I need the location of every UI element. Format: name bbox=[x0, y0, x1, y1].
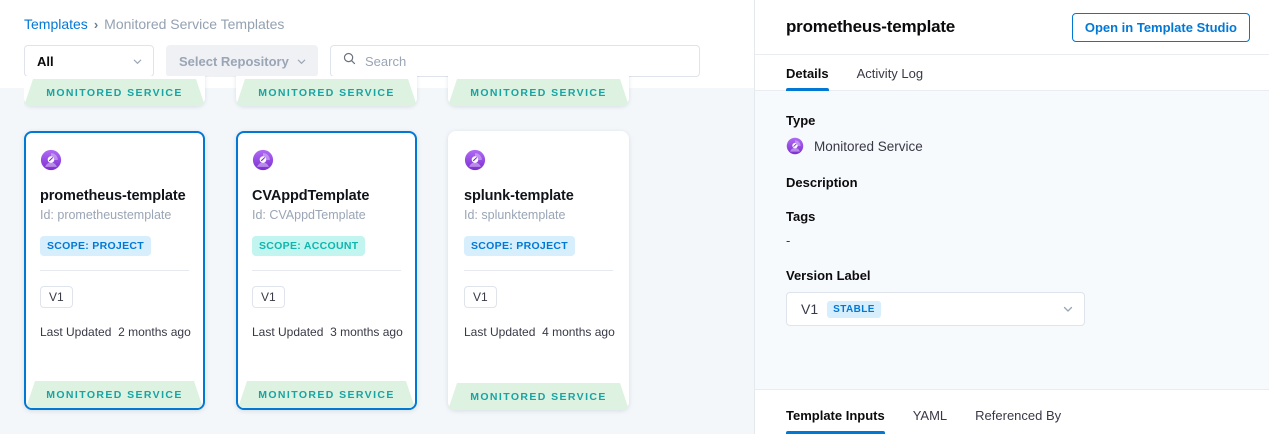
card-version-chip[interactable]: V1 bbox=[40, 286, 73, 308]
card-id: Id: splunktemplate bbox=[464, 208, 566, 222]
card-scope-badge: SCOPE: PROJECT bbox=[464, 236, 575, 256]
spacer bbox=[786, 155, 1238, 175]
breadcrumb-separator-icon: › bbox=[93, 16, 99, 32]
templates-list-pane: Templates › Monitored Service Templates … bbox=[0, 0, 755, 434]
template-card-partial[interactable]: MONITORED SERVICE bbox=[24, 76, 205, 106]
field-label-type: Type bbox=[786, 113, 816, 128]
monitored-service-icon bbox=[252, 149, 274, 171]
breadcrumb: Templates › Monitored Service Templates bbox=[24, 16, 730, 32]
repository-filter-select[interactable]: Select Repository bbox=[166, 45, 318, 77]
chevron-down-icon bbox=[1062, 303, 1074, 315]
repository-filter-value: Select Repository bbox=[179, 53, 289, 69]
template-card-partial[interactable]: MONITORED SERVICE bbox=[236, 76, 417, 106]
card-type-badge: MONITORED SERVICE bbox=[448, 383, 629, 410]
card-title: CVAppdTemplate bbox=[252, 188, 370, 204]
details-header: prometheus-template Open in Template Stu… bbox=[755, 0, 1269, 55]
type-value-text: Monitored Service bbox=[814, 138, 923, 154]
card-last-updated-value: 3 months ago bbox=[330, 325, 403, 339]
list-header: Templates › Monitored Service Templates … bbox=[0, 0, 754, 88]
template-card-prometheus-template[interactable]: prometheus-template Id: prometheustempla… bbox=[24, 131, 205, 410]
details-body: Type Monitored Service Description Tags … bbox=[755, 91, 1269, 389]
field-value-tags: - bbox=[786, 233, 791, 248]
details-tabs: Details Activity Log bbox=[755, 55, 1269, 91]
card-title: splunk-template bbox=[464, 188, 574, 204]
card-id: Id: CVAppdTemplate bbox=[252, 208, 366, 222]
search-field[interactable]: Search bbox=[330, 45, 700, 77]
chevron-down-icon bbox=[296, 56, 307, 67]
monitored-service-icon bbox=[464, 149, 486, 171]
card-last-updated: Last Updated 2 months ago bbox=[40, 325, 191, 339]
field-value-type: Monitored Service bbox=[786, 137, 1238, 155]
card-scope-badge: SCOPE: ACCOUNT bbox=[252, 236, 366, 256]
field-label-version: Version Label bbox=[786, 268, 871, 283]
version-value: V1 bbox=[801, 301, 819, 317]
tab-details[interactable]: Details bbox=[786, 66, 829, 91]
tab-activity-log[interactable]: Activity Log bbox=[856, 66, 924, 81]
template-card-splunk-template[interactable]: splunk-template Id: splunktemplate SCOPE… bbox=[448, 131, 629, 410]
card-last-updated: Last Updated 3 months ago bbox=[252, 325, 403, 339]
card-last-updated-value: 4 months ago bbox=[542, 325, 615, 339]
card-divider bbox=[464, 270, 613, 271]
version-label-select[interactable]: V1 STABLE bbox=[786, 292, 1085, 326]
card-last-updated: Last Updated 4 months ago bbox=[464, 325, 615, 339]
card-last-updated-label: Last Updated bbox=[252, 325, 324, 339]
card-footer: MONITORED SERVICE bbox=[26, 381, 203, 408]
templates-grid: MONITORED SERVICE MONITORED SERVICE MONI… bbox=[0, 76, 754, 434]
template-card-cvappdtemplate[interactable]: CVAppdTemplate Id: CVAppdTemplate SCOPE:… bbox=[236, 131, 417, 410]
template-card-partial[interactable]: MONITORED SERVICE bbox=[448, 76, 629, 106]
chevron-down-icon bbox=[132, 56, 143, 67]
breadcrumb-link-templates[interactable]: Templates bbox=[24, 16, 88, 32]
status-badge: STABLE bbox=[827, 300, 881, 318]
card-footer: MONITORED SERVICE bbox=[238, 381, 415, 408]
field-label-tags: Tags bbox=[786, 209, 816, 224]
monitored-service-icon bbox=[786, 137, 804, 155]
template-card-row: prometheus-template Id: prometheustempla… bbox=[24, 131, 730, 410]
card-version-chip[interactable]: V1 bbox=[464, 286, 497, 308]
card-type-badge: MONITORED SERVICE bbox=[236, 79, 417, 106]
monitored-service-icon bbox=[40, 149, 62, 171]
card-divider bbox=[252, 270, 401, 271]
breadcrumb-current: Monitored Service Templates bbox=[104, 16, 285, 32]
search-input[interactable]: Search bbox=[365, 53, 407, 69]
card-type-badge: MONITORED SERVICE bbox=[26, 381, 203, 408]
field-label-description: Description bbox=[786, 175, 858, 190]
card-title: prometheus-template bbox=[40, 188, 186, 204]
type-filter-value: All bbox=[37, 53, 54, 69]
open-in-template-studio-button[interactable]: Open in Template Studio bbox=[1071, 12, 1250, 42]
card-type-badge: MONITORED SERVICE bbox=[448, 79, 629, 106]
page-title: prometheus-template bbox=[786, 17, 956, 36]
card-last-updated-value: 2 months ago bbox=[118, 325, 191, 339]
card-last-updated-label: Last Updated bbox=[40, 325, 112, 339]
tab-yaml[interactable]: YAML bbox=[912, 408, 948, 423]
tab-template-inputs[interactable]: Template Inputs bbox=[786, 408, 885, 434]
card-last-updated-label: Last Updated bbox=[464, 325, 536, 339]
card-footer: MONITORED SERVICE bbox=[448, 383, 629, 410]
card-scope-badge: SCOPE: PROJECT bbox=[40, 236, 151, 256]
spacer bbox=[786, 199, 1238, 209]
search-icon bbox=[343, 52, 356, 70]
type-filter-select[interactable]: All bbox=[24, 45, 154, 77]
previous-row-clipped: MONITORED SERVICE MONITORED SERVICE MONI… bbox=[24, 76, 730, 110]
card-type-badge: MONITORED SERVICE bbox=[24, 79, 205, 106]
card-divider bbox=[40, 270, 189, 271]
card-id: Id: prometheustemplate bbox=[40, 208, 172, 222]
filter-bar: All Select Repository Search bbox=[24, 45, 730, 77]
tab-referenced-by[interactable]: Referenced By bbox=[975, 408, 1062, 423]
card-type-badge: MONITORED SERVICE bbox=[238, 381, 415, 408]
spacer bbox=[786, 248, 1238, 268]
template-details-pane: prometheus-template Open in Template Stu… bbox=[755, 0, 1269, 434]
details-bottom-tabs: Template Inputs YAML Referenced By bbox=[755, 389, 1269, 434]
card-version-chip[interactable]: V1 bbox=[252, 286, 285, 308]
